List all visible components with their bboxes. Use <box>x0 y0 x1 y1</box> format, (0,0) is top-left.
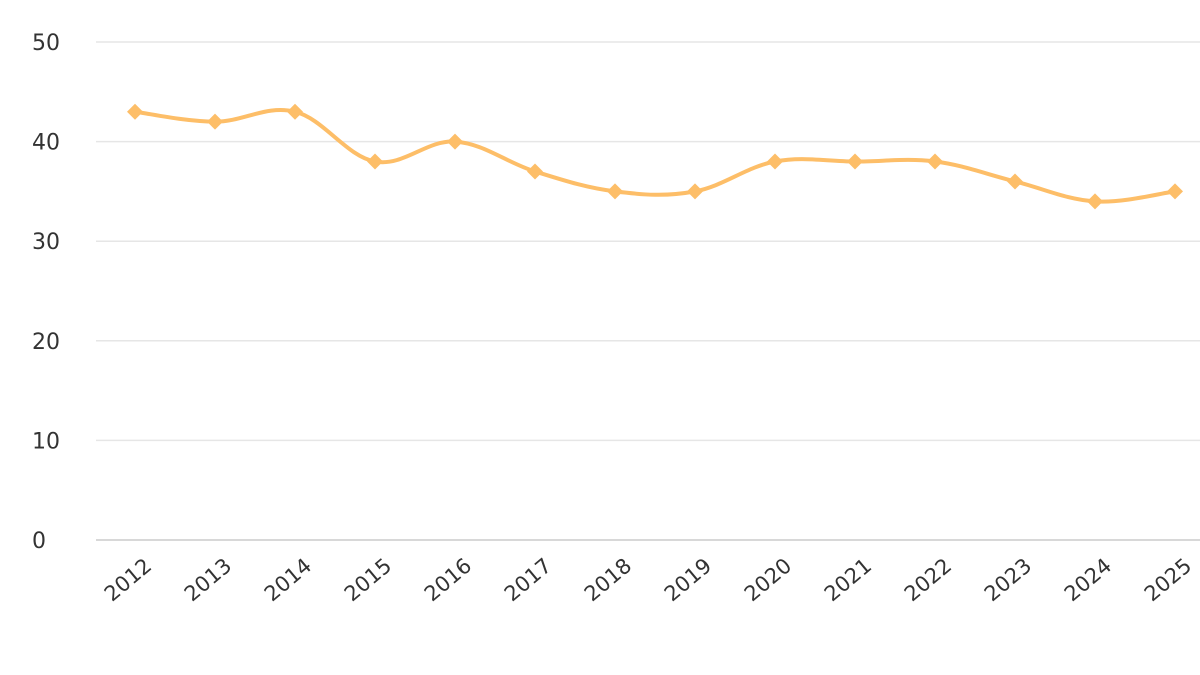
x-axis: 2012 2013 2014 2015 2016 2017 2018 2019 2020 2021… <box>100 553 1196 606</box>
x-tick-label: 2014 <box>260 553 316 606</box>
x-tick-label: 2023 <box>980 553 1036 606</box>
data-point-2013 <box>207 113 223 130</box>
data-point-2015 <box>367 153 383 170</box>
x-tick-label: 2024 <box>1060 553 1116 606</box>
x-tick-label: 2013 <box>180 553 236 606</box>
data-point-2020 <box>767 153 783 170</box>
data-point-2024 <box>1087 193 1103 210</box>
x-tick-label: 2019 <box>660 553 716 606</box>
marker-layer <box>127 103 1183 210</box>
y-tick-label: 0 <box>32 529 46 554</box>
series-layer <box>133 108 1177 204</box>
x-tick-label: 2016 <box>420 553 476 606</box>
data-point-2019 <box>687 183 703 200</box>
data-point-2021 <box>847 153 863 170</box>
x-tick-label: 2015 <box>340 553 396 606</box>
grid-lines <box>96 41 1200 541</box>
data-point-2014 <box>287 103 303 120</box>
y-tick-label: 40 <box>32 131 60 156</box>
data-point-2012 <box>127 103 143 120</box>
y-tick-label: 50 <box>32 31 60 56</box>
x-tick-label: 2021 <box>820 553 876 606</box>
data-point-2022 <box>927 153 943 170</box>
y-tick-label: 30 <box>32 230 60 255</box>
x-tick-label: 2025 <box>1140 553 1196 606</box>
data-point-2017 <box>527 163 543 180</box>
x-tick-label: 2012 <box>100 553 156 606</box>
data-point-2016 <box>447 133 463 150</box>
y-axis: 0 10 20 30 40 50 <box>32 31 60 554</box>
x-tick-label: 2018 <box>580 553 636 606</box>
x-tick-label: 2020 <box>740 553 796 606</box>
data-point-2025 <box>1167 183 1183 200</box>
series-line <box>133 108 1177 204</box>
x-tick-label: 2022 <box>900 553 956 606</box>
data-point-2018 <box>607 183 623 200</box>
data-point-2023 <box>1007 173 1023 190</box>
y-tick-label: 20 <box>32 330 60 355</box>
x-tick-label: 2017 <box>500 553 556 606</box>
y-tick-label: 10 <box>32 429 60 454</box>
